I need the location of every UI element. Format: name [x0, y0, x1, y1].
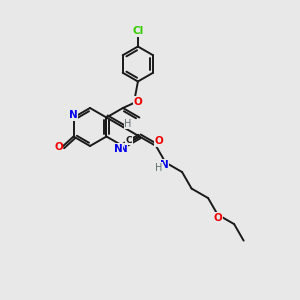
Text: H: H	[155, 163, 162, 172]
Text: O: O	[155, 136, 164, 146]
Text: Cl: Cl	[132, 26, 143, 37]
Text: N: N	[69, 110, 78, 120]
Text: N: N	[118, 143, 127, 154]
Text: O: O	[134, 97, 142, 107]
Text: O: O	[54, 142, 63, 152]
Text: N: N	[114, 144, 122, 154]
Text: O: O	[213, 213, 222, 223]
Text: C: C	[126, 136, 133, 145]
Text: H: H	[124, 119, 132, 129]
Text: N: N	[160, 160, 169, 170]
